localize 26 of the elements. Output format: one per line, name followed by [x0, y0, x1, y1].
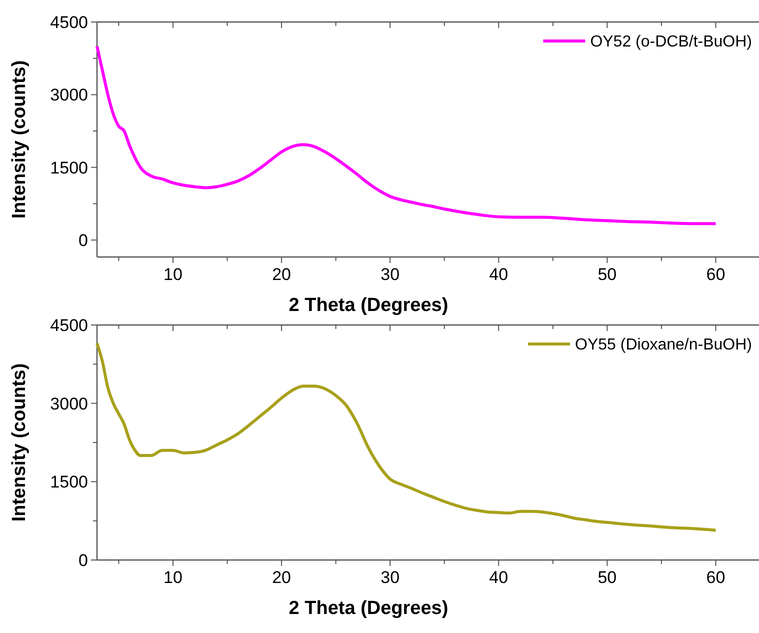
- x-tick-label: 30: [380, 568, 400, 587]
- x-tick-label: 40: [489, 265, 508, 284]
- x-tick-label: 20: [272, 265, 291, 284]
- x-axis-title: 2 Theta (Degrees): [288, 598, 448, 619]
- y-tick-label: 1500: [50, 472, 88, 492]
- x-tick-label: 40: [489, 568, 508, 587]
- y-tick-label: 0: [78, 550, 88, 570]
- y-tick-label: 0: [78, 230, 88, 250]
- y-tick-label: 4500: [50, 316, 88, 335]
- legend-label: OY55 (Dioxane/n-BuOH): [575, 336, 752, 354]
- legend-label: OY52 (o-DCB/t-BuOH): [590, 34, 752, 51]
- y-tick-label: 3000: [50, 86, 88, 105]
- x-tick-label: 50: [598, 265, 617, 284]
- x-tick-label: 60: [706, 265, 726, 284]
- x-tick-label: 50: [598, 568, 617, 587]
- y-axis-title: Intensity (counts): [9, 60, 30, 219]
- y-tick-label: 4500: [50, 12, 88, 32]
- x-tick-label: 20: [272, 568, 291, 587]
- x-tick-label: 10: [164, 265, 182, 284]
- x-axis-title: 2 Theta (Degrees): [288, 295, 448, 316]
- y-tick-label: 1500: [50, 158, 88, 178]
- x-tick-label: 10: [164, 568, 182, 587]
- y-axis-title: Intensity (counts): [9, 363, 30, 522]
- x-tick-label: 30: [380, 265, 400, 284]
- y-tick-label: 3000: [50, 394, 88, 414]
- x-tick-label: 60: [706, 568, 726, 587]
